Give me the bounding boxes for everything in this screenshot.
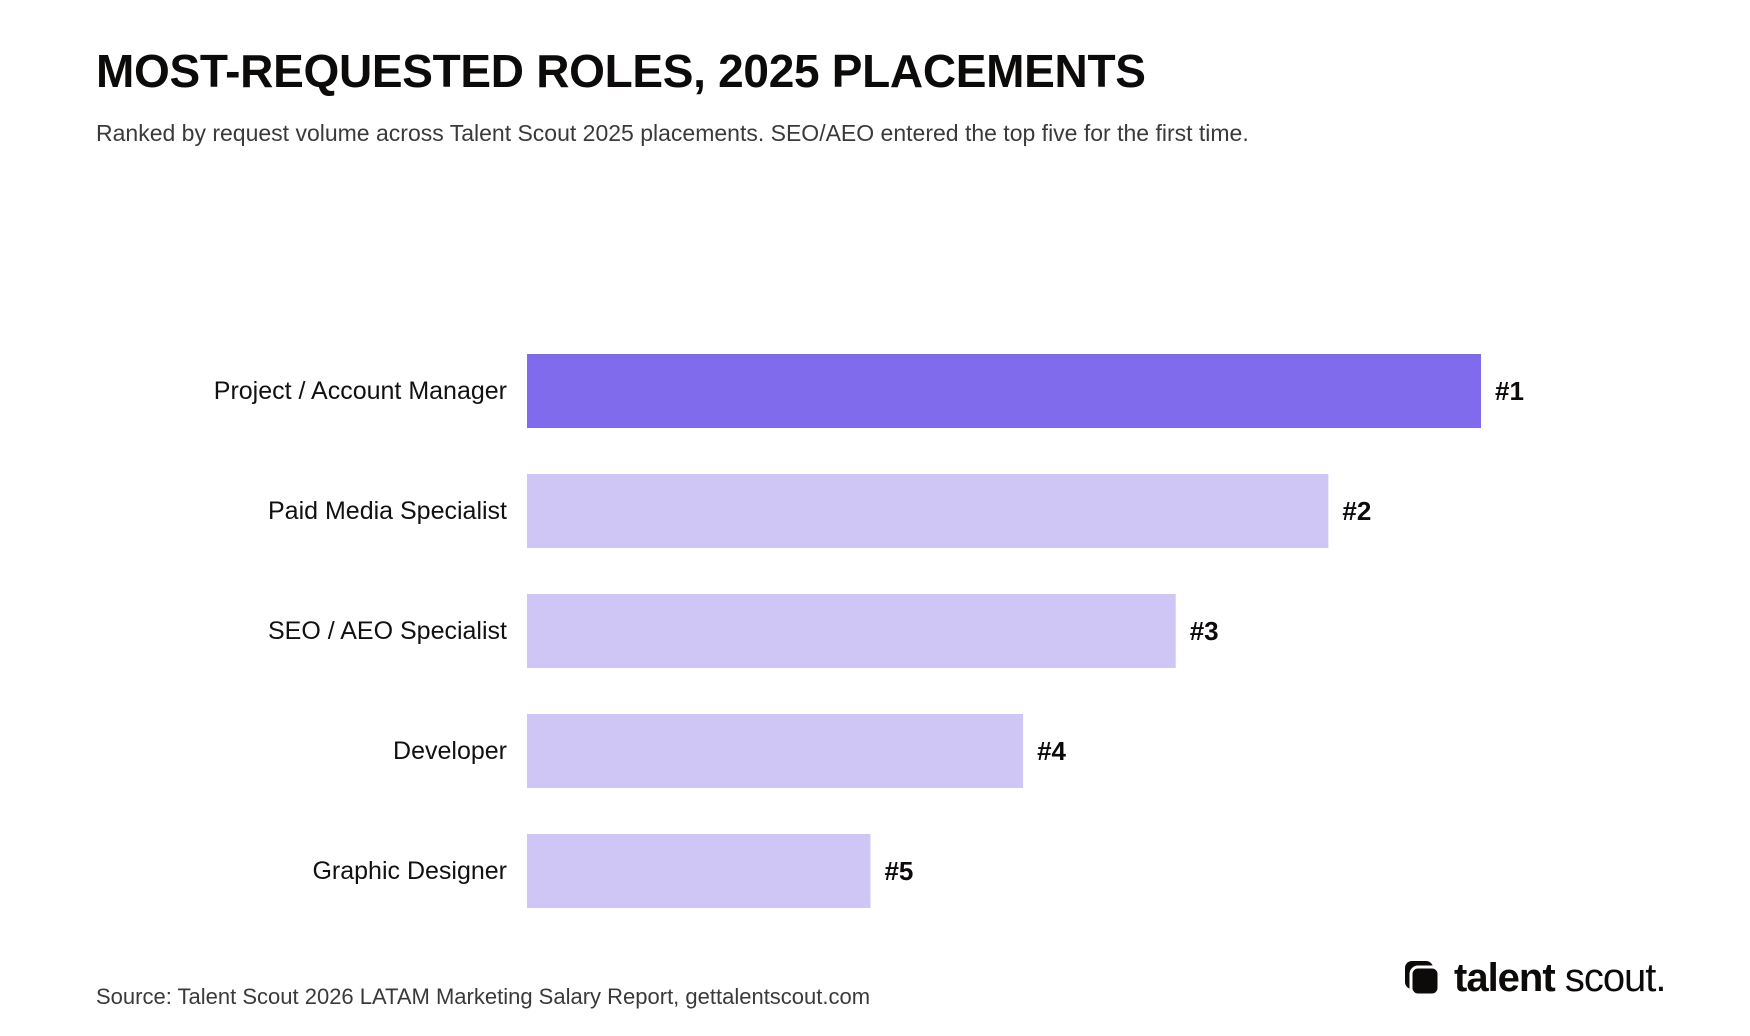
chart-subtitle: Ranked by request volume across Talent S… (96, 120, 1249, 146)
chart-title: MOST-REQUESTED ROLES, 2025 PLACEMENTS (96, 45, 1146, 97)
category-label-3: SEO / AEO Specialist (268, 617, 507, 645)
talent-scout-logo-icon (1405, 961, 1440, 996)
rank-label-4: #4 (1037, 736, 1066, 766)
category-label-1: Project / Account Manager (214, 377, 507, 405)
logo-word-talent: talent (1454, 956, 1556, 1000)
bar-2 (527, 474, 1329, 548)
brand-logo: talent scout. (1404, 956, 1667, 1000)
category-label-4: Developer (393, 737, 507, 765)
rank-label-2: #2 (1342, 496, 1371, 526)
bar-5 (527, 834, 871, 908)
rank-label-1: #1 (1495, 376, 1524, 406)
logo-word-scout: scout. (1564, 956, 1667, 1000)
category-label-2: Paid Media Specialist (268, 497, 507, 525)
rank-label-3: #3 (1190, 616, 1219, 646)
category-label-5: Graphic Designer (312, 857, 507, 885)
bar-chart: Project / Account Manager #1 Paid Media Sp… (214, 354, 1524, 908)
bar-3 (527, 594, 1176, 668)
bar-4 (527, 714, 1024, 788)
bar-1 (527, 354, 1481, 428)
rank-label-5: #5 (884, 856, 913, 886)
logo-wordmark: talent scout. (1454, 956, 1667, 1000)
source-note: Source: Talent Scout 2026 LATAM Marketin… (96, 984, 871, 1009)
